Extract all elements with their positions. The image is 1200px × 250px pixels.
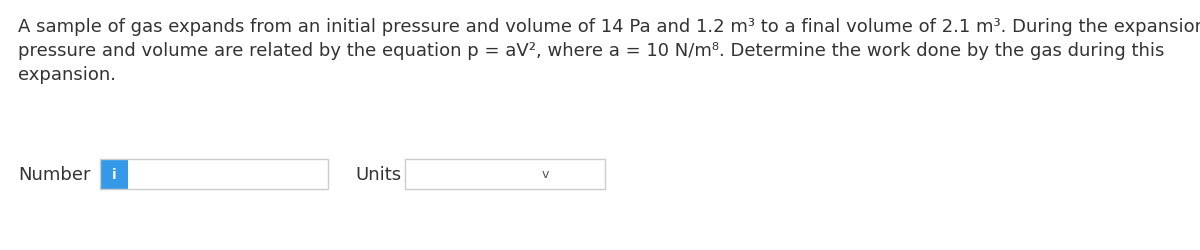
Text: A sample of gas expands from an initial pressure and volume of 14 Pa and 1.2 m³ : A sample of gas expands from an initial … [18,18,1200,36]
Text: expansion.: expansion. [18,66,116,84]
Text: Number: Number [18,165,90,183]
Text: pressure and volume are related by the equation p = aV², where a = 10 N/m⁸. Dete: pressure and volume are related by the e… [18,42,1164,60]
Text: v: v [541,168,548,181]
Text: Units: Units [355,165,401,183]
Text: i: i [112,167,116,181]
